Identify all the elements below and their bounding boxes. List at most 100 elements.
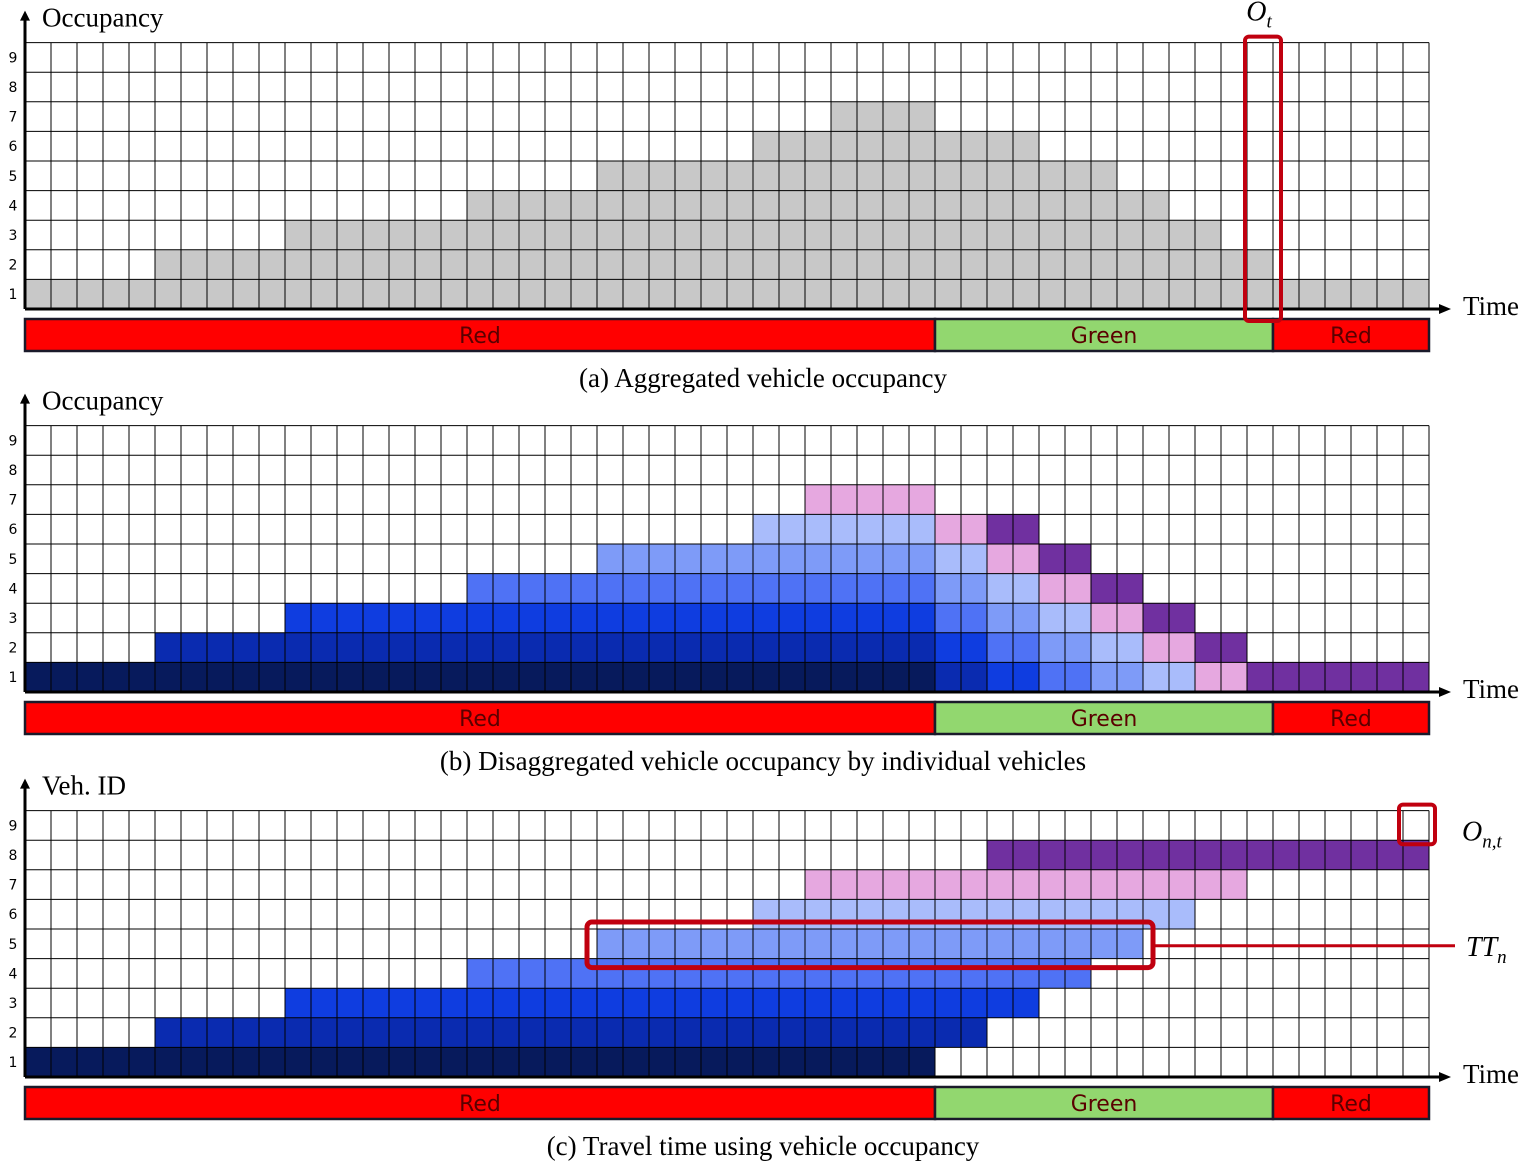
vehicle-occupancy-cell (701, 662, 727, 692)
occupancy-cell (701, 220, 727, 250)
y-tick-label: 1 (9, 670, 18, 686)
vehicle-occupancy-cell (935, 514, 961, 544)
vehicle-occupancy-cell (467, 662, 493, 692)
y-tick-label: 9 (9, 818, 18, 834)
vehicle-occupancy-cell (571, 662, 597, 692)
vehicle-occupancy-cell (909, 662, 935, 692)
vehicle-occupancy-cell (597, 662, 623, 692)
occupancy-cell (467, 190, 493, 221)
vehicle-occupancy-cell (1013, 603, 1039, 633)
vehicle-occupancy-cell (1117, 603, 1143, 633)
occupancy-cell (779, 131, 805, 161)
vehicle-occupancy-cell (597, 603, 623, 633)
vehicle-occupancy-cell (441, 603, 467, 633)
occupancy-cell (1195, 279, 1221, 309)
signal-phase-bar: Red Green Red (23, 317, 1431, 353)
signal-phase-red (1271, 317, 1431, 353)
vehicle-occupancy-cell (467, 573, 493, 604)
vehicle-occupancy-cell (1013, 573, 1039, 604)
x-axis-arrow (1439, 1072, 1451, 1082)
vehicle-occupancy-cell (935, 544, 961, 574)
occupancy-cell (1065, 161, 1091, 191)
occupancy-cell (961, 131, 987, 161)
occupancy-cell (181, 279, 207, 309)
occupancy-cell (753, 249, 779, 280)
occupancy-cell (1169, 249, 1195, 280)
vehicle-3-bar (285, 988, 1039, 1018)
occupancy-cell (1117, 279, 1143, 309)
vehicle-occupancy-cell (675, 573, 701, 604)
vehicle-occupancy-cell (1091, 573, 1117, 604)
vehicle-occupancy-cell (155, 632, 181, 663)
vehicle-occupancy-cell (181, 632, 207, 663)
occupancy-cell (1117, 249, 1143, 280)
vehicle-occupancy-cell (961, 632, 987, 663)
vehicle-occupancy-cell (363, 603, 389, 633)
occupancy-cell (701, 161, 727, 191)
vehicle-occupancy-cell (701, 573, 727, 604)
vehicle-occupancy-cell (987, 573, 1013, 604)
signal-phase-red (1271, 1085, 1431, 1121)
occupancy-cell (1065, 279, 1091, 309)
vehicle-occupancy-cell (831, 662, 857, 692)
vehicle-occupancy-cell (753, 544, 779, 574)
vehicle-occupancy-cell (571, 632, 597, 663)
occupancy-cell (1195, 220, 1221, 250)
occupancy-cell (675, 249, 701, 280)
time-column-highlight (1243, 34, 1283, 323)
occupancy-cell (883, 279, 909, 309)
vehicle-occupancy-cell (909, 603, 935, 633)
occupancy-cell (597, 190, 623, 221)
occupancy-cell (779, 279, 805, 309)
occupancy-cell (1013, 131, 1039, 161)
occupancy-cell (883, 161, 909, 191)
vehicle-occupancy-cell (493, 662, 519, 692)
vehicle-occupancy-cell (519, 573, 545, 604)
travel-time-symbol-label: TTn (1466, 932, 1507, 968)
occupancy-cell (467, 279, 493, 309)
vehicle-occupancy-cell (727, 573, 753, 604)
vehicle-occupancy-cell (753, 603, 779, 633)
occupancy-cell (649, 220, 675, 250)
occupancy-cell (857, 249, 883, 280)
occupancy-cell (961, 190, 987, 221)
occupancy-cell (1065, 249, 1091, 280)
vehicle-occupancy-cell (1195, 662, 1221, 692)
occupancy-cell (1013, 279, 1039, 309)
vehicle-occupancy-cell (805, 514, 831, 544)
vehicle-occupancy-cell (467, 632, 493, 663)
vehicle-occupancy-cell (285, 662, 311, 692)
occupancy-cell (415, 279, 441, 309)
occupancy-cell (831, 131, 857, 161)
vehicle-occupancy-cell (1273, 662, 1299, 692)
vehicle-occupancy-cell (1143, 662, 1169, 692)
occupancy-cell (597, 279, 623, 309)
occupancy-cell (935, 190, 961, 221)
y-axis-arrow (20, 393, 30, 404)
occupancy-cell (1039, 220, 1065, 250)
occupancy-cell (1169, 220, 1195, 250)
occupancy-cell (155, 249, 181, 280)
axes (20, 393, 1451, 697)
y-tick-label: 1 (9, 1055, 18, 1071)
vehicle-occupancy-cell (857, 662, 883, 692)
signal-phase-red (23, 317, 937, 353)
y-tick-label: 6 (9, 907, 18, 923)
occupancy-cell (831, 101, 857, 132)
annotations: On,t TTn (584, 802, 1507, 971)
occupancy-cell (311, 220, 337, 250)
occupancy-cell (1247, 249, 1273, 280)
x-axis-label: Time (1463, 1059, 1519, 1089)
grid (24, 425, 1430, 693)
y-tick-label: 4 (9, 198, 18, 214)
vehicle-occupancy-cell (1039, 632, 1065, 663)
signal-phase-label: Red (459, 707, 501, 732)
vehicle-occupancy-cell (1065, 573, 1091, 604)
occupancy-cell (155, 279, 181, 309)
vehicle-occupancy-cell (883, 484, 909, 515)
occupancy-cell (363, 279, 389, 309)
vehicle-occupancy-cell (545, 662, 571, 692)
axes (20, 10, 1451, 314)
vehicle-occupancy-cell (1169, 603, 1195, 633)
